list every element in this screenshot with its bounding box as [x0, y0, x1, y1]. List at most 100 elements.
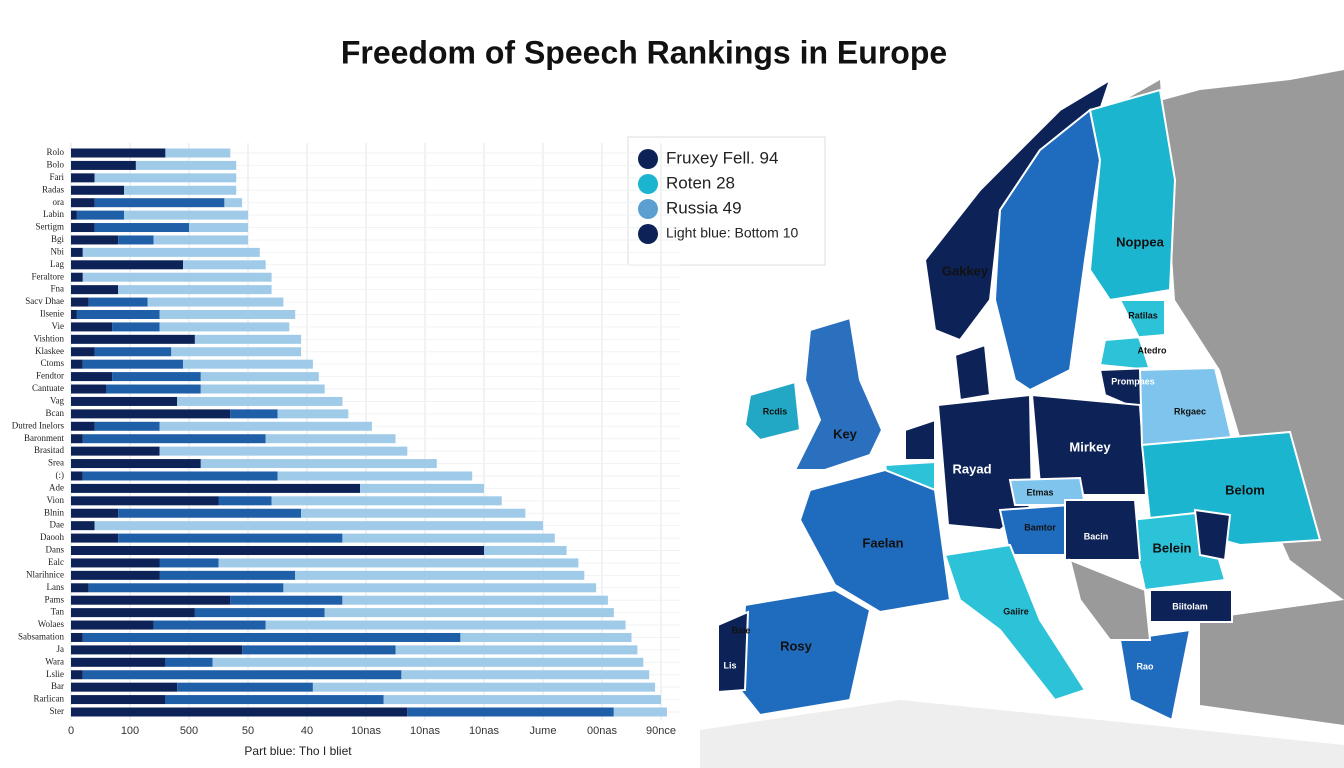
map-country [1149, 589, 1233, 623]
y-tick-label: Bar [51, 681, 64, 691]
bar-segment [484, 546, 567, 556]
map-label: Ratilas [1128, 310, 1158, 320]
bar-segment [301, 508, 526, 518]
y-tick-label: Daooh [40, 532, 64, 542]
bar-segment [159, 446, 408, 456]
bar-segment [82, 632, 461, 642]
bar-segment [342, 595, 608, 605]
map-country [793, 316, 884, 471]
bar-segment [71, 695, 166, 705]
bar-segment [159, 558, 219, 568]
bar-segment [71, 508, 119, 518]
bar-segment [71, 583, 89, 593]
x-tick-label: 10nas [351, 725, 381, 737]
map-country [1064, 499, 1142, 561]
bar-segment [112, 372, 201, 382]
bar-segment [112, 322, 160, 332]
bar-segment [71, 707, 408, 717]
bar-segment [153, 235, 248, 245]
bar-segment [106, 384, 201, 394]
legend-label: Light blue: Bottom 10 [666, 225, 799, 241]
bar-segment [324, 608, 614, 618]
bar-segment [277, 409, 349, 419]
y-tick-label: Ja [57, 644, 65, 654]
bar-segment [88, 297, 148, 307]
bar-segment [194, 334, 302, 344]
map-label: Key [833, 426, 858, 441]
y-tick-label: Vishtion [34, 333, 65, 343]
map-label: Rosy [780, 638, 813, 653]
bar-segment [183, 260, 266, 270]
bar-segment [71, 396, 178, 406]
bar-segment [312, 682, 656, 692]
x-tick-label: 500 [180, 725, 198, 737]
bar-segment [82, 359, 184, 369]
y-tick-label: Vion [47, 495, 65, 505]
bar-segment [165, 148, 231, 158]
y-tick-label: Bgi [51, 234, 65, 244]
x-tick-label: 100 [121, 725, 139, 737]
map-label: Gaiire [1003, 606, 1029, 616]
bar-segment [71, 533, 119, 543]
bar-segment [283, 583, 597, 593]
bar-segment [76, 309, 160, 319]
y-tick-label: Dans [46, 545, 65, 555]
bar-segment [71, 384, 107, 394]
x-tick-label: 10nas [410, 725, 440, 737]
y-tick-label: Rarlican [34, 694, 65, 704]
map-label: Baie [731, 625, 750, 635]
bar-segment [401, 670, 650, 680]
bar-segment [71, 421, 95, 431]
bar-segment [71, 272, 83, 282]
bar-segment [153, 620, 266, 630]
y-tick-label: Rolo [46, 147, 64, 157]
bar-segment [94, 521, 543, 531]
legend-label: Fruxey Fell. 94 [666, 148, 778, 167]
map-label: Etmas [1026, 487, 1053, 497]
y-tick-label: ora [53, 197, 65, 207]
bar-segment [71, 247, 83, 257]
bar-segment [135, 160, 237, 170]
bar-segment [71, 297, 89, 307]
bar-segment [71, 496, 219, 506]
y-tick-label: Baronment [24, 433, 64, 443]
legend-swatch [638, 174, 658, 194]
bar-segment [71, 521, 95, 531]
bar-segment [71, 372, 113, 382]
y-tick-label: Klaskee [35, 346, 64, 356]
map-label: Faelan [862, 535, 903, 550]
bar-segment [212, 657, 644, 667]
bar-segment [118, 508, 302, 518]
map-label: Prompaes [1111, 376, 1155, 386]
bar-segment [71, 608, 195, 618]
legend-swatch [638, 149, 658, 169]
bar-segment [165, 695, 384, 705]
map-country [943, 543, 1087, 702]
bar-segment [71, 359, 83, 369]
bar-segment [71, 446, 160, 456]
bar-segment [71, 409, 231, 419]
bar-segment [82, 247, 260, 257]
bar-segment [71, 260, 184, 270]
bar-segment [159, 309, 296, 319]
y-tick-label: Feraltore [32, 271, 64, 281]
bar-segment [71, 322, 113, 332]
map-label: Noppea [1116, 234, 1164, 249]
bar-segment [94, 173, 237, 183]
y-tick-label: Fna [51, 284, 65, 294]
bar-segment [71, 595, 231, 605]
bar-segment [76, 210, 125, 220]
bar-segment [200, 384, 325, 394]
bar-segment [71, 210, 77, 220]
map-country [953, 343, 992, 402]
plot [70, 143, 680, 720]
map-label: Rayad [952, 461, 991, 476]
bar-segment [71, 471, 83, 481]
bar-segment [271, 496, 502, 506]
map-country [993, 108, 1102, 392]
bar-segment [230, 595, 343, 605]
x-tick-label: 50 [242, 725, 254, 737]
map-label: Bamtor [1024, 522, 1056, 532]
